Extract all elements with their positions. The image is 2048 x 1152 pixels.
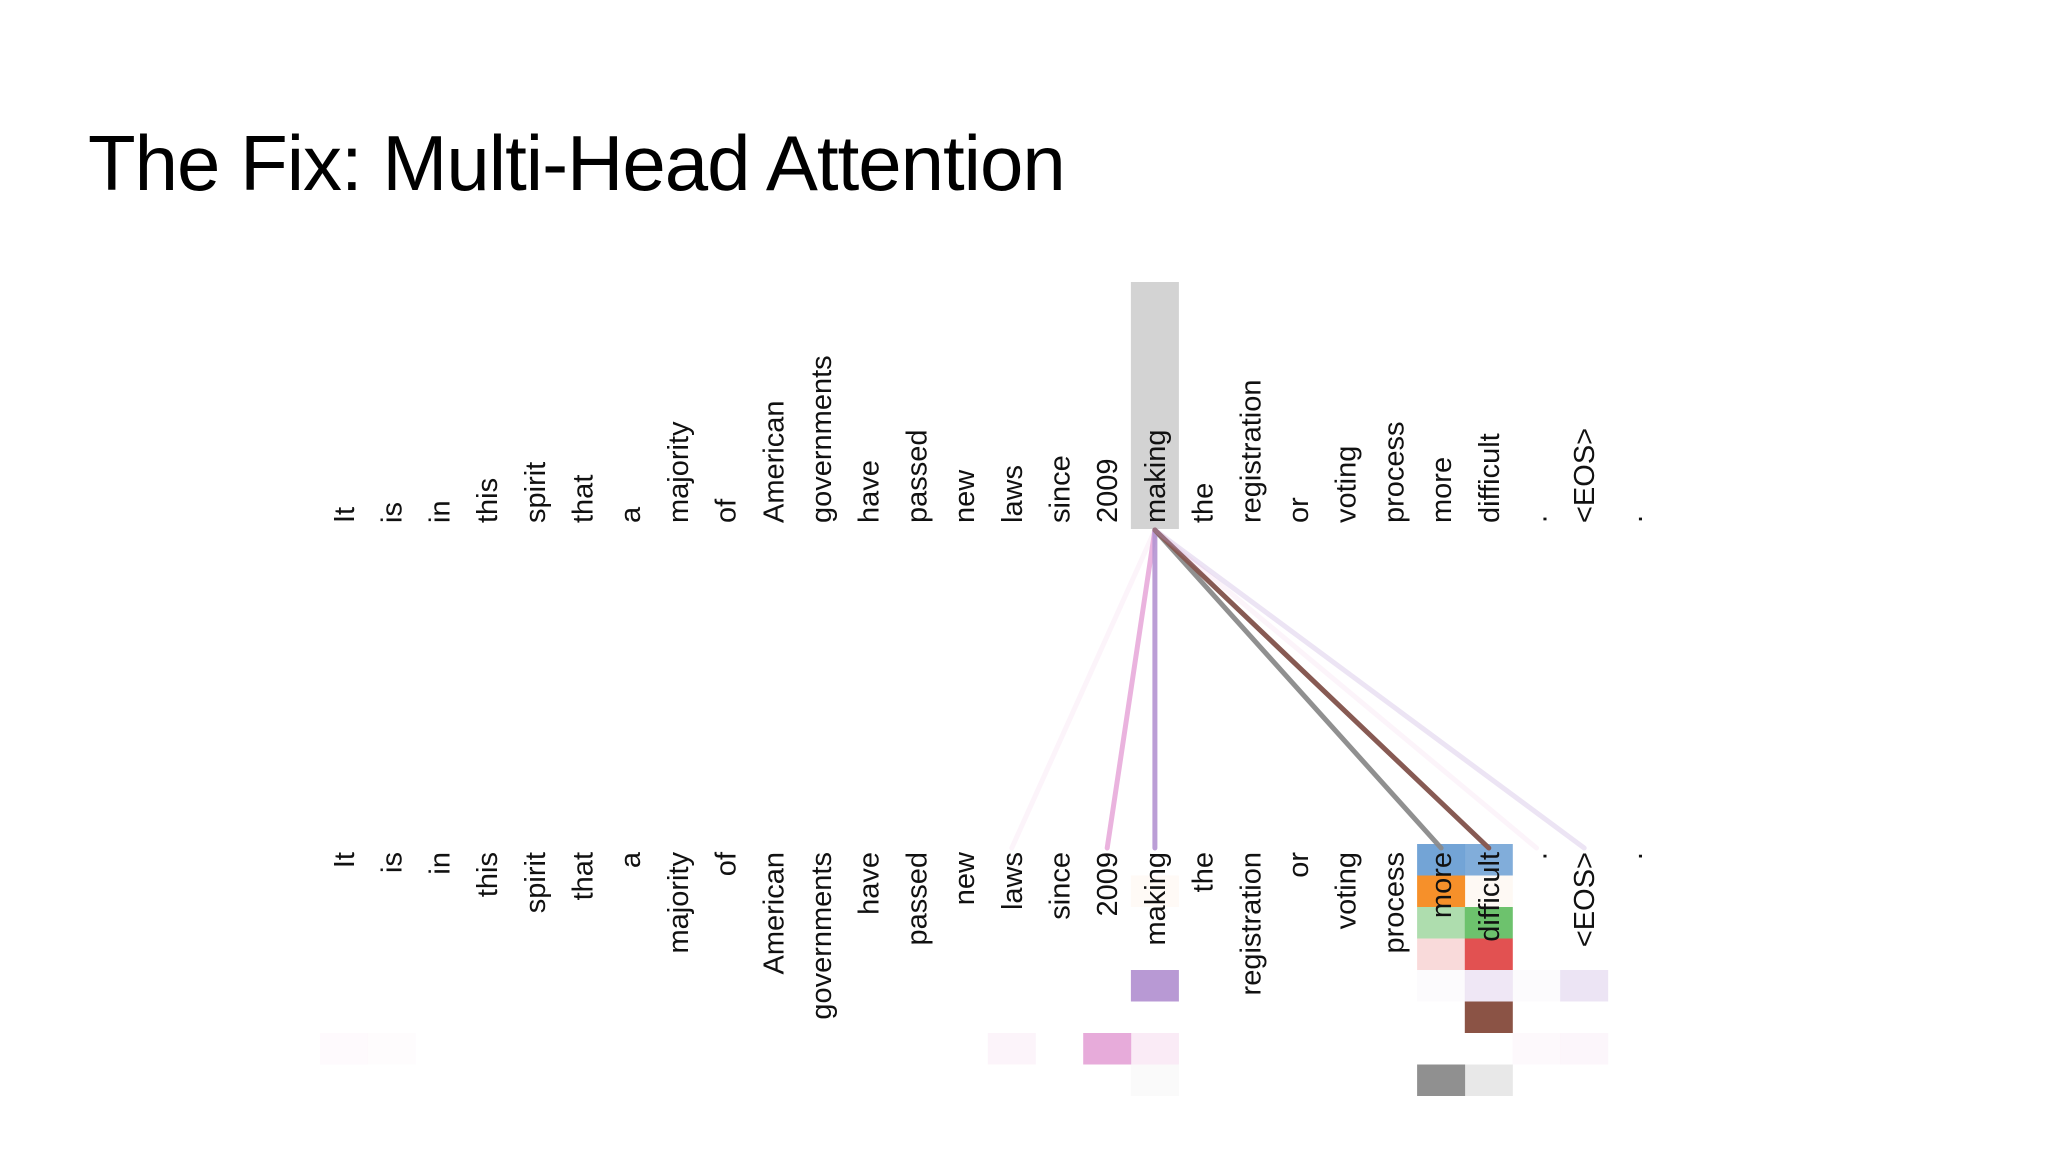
attention-line — [1009, 527, 1158, 851]
query-token: making — [1140, 430, 1172, 524]
key-token: difficult — [1474, 852, 1506, 942]
selected-token-highlight — [1130, 282, 1179, 529]
query-token: is — [377, 502, 409, 523]
attention-cell — [1464, 1001, 1513, 1033]
attention-cell — [1417, 970, 1466, 1002]
attention-cell — [1130, 970, 1179, 1002]
query-token: process — [1378, 421, 1410, 523]
query-token: laws — [997, 465, 1029, 523]
key-token: voting — [1331, 852, 1363, 929]
attention-cell — [1560, 1033, 1609, 1065]
key-token-row: It is in this spirit that a majority of American g… — [329, 851, 1649, 1020]
key-token: this — [472, 852, 504, 897]
slide-title: The Fix: Multi-Head Attention — [88, 119, 1066, 207]
key-token: registration — [1235, 852, 1267, 995]
attention-line — [1152, 527, 1539, 851]
query-token: voting — [1331, 446, 1363, 523]
query-token: difficult — [1474, 433, 1506, 523]
key-token: . — [1617, 852, 1649, 860]
key-token: process — [1378, 852, 1410, 954]
attention-cell — [1464, 907, 1513, 939]
attention-cell — [1464, 1064, 1513, 1096]
query-token: registration — [1235, 380, 1267, 523]
attention-cell — [1417, 875, 1466, 907]
query-token: It — [329, 507, 361, 523]
key-token: spirit — [520, 852, 552, 913]
attention-cell — [1512, 1033, 1561, 1065]
attention-line — [1152, 527, 1587, 851]
query-token: American — [758, 401, 790, 524]
query-token: or — [1283, 497, 1315, 523]
query-token: since — [1045, 455, 1077, 523]
key-token: governments — [806, 852, 838, 1020]
attention-cell — [1130, 875, 1179, 907]
query-token: governments — [806, 355, 838, 523]
attention-line — [1152, 527, 1444, 851]
attention-cell — [320, 1033, 368, 1065]
attention-cell — [1083, 1033, 1132, 1065]
query-token: passed — [901, 429, 933, 523]
query-token: <EOS> — [1569, 428, 1601, 523]
attention-cell — [987, 1033, 1036, 1065]
key-token: of — [711, 851, 743, 876]
query-token: more — [1426, 457, 1458, 523]
attention-cell — [1417, 1064, 1466, 1096]
query-token: majority — [663, 421, 695, 523]
key-token: a — [615, 851, 647, 868]
query-token: that — [568, 475, 600, 523]
query-token: the — [1188, 483, 1220, 523]
key-token: 2009 — [1092, 852, 1124, 917]
attention-cell — [1130, 1064, 1179, 1096]
query-token-row: It is in this spirit that a majority of American g… — [329, 355, 1649, 523]
attention-cell — [367, 1033, 416, 1065]
attention-lines — [1009, 527, 1587, 851]
key-token: is — [377, 852, 409, 873]
query-token: spirit — [520, 462, 552, 523]
attention-line — [1104, 527, 1158, 851]
attention-line — [1152, 527, 1492, 851]
attention-cell — [1417, 907, 1466, 939]
key-token: passed — [901, 852, 933, 946]
key-token: or — [1283, 852, 1315, 878]
query-token: 2009 — [1092, 458, 1124, 523]
query-token: of — [711, 498, 743, 523]
key-token: the — [1188, 852, 1220, 892]
attention-cell — [1464, 875, 1513, 907]
key-token: laws — [997, 852, 1029, 910]
attention-cell — [1130, 1033, 1179, 1065]
attention-cell — [1417, 938, 1466, 970]
key-token: It — [329, 852, 361, 868]
attention-heatmap — [320, 844, 1609, 1096]
attention-cell — [1464, 970, 1513, 1002]
attention-cell — [1560, 970, 1609, 1002]
key-token: in — [424, 852, 456, 875]
query-token: in — [424, 500, 456, 523]
key-token: have — [854, 852, 886, 915]
key-token: . — [1522, 852, 1554, 860]
key-token: more — [1426, 852, 1458, 918]
key-token: that — [568, 852, 600, 900]
query-token: have — [854, 460, 886, 523]
key-token: American — [758, 852, 790, 975]
attention-cell — [1464, 938, 1513, 970]
query-token: . — [1522, 515, 1554, 523]
query-token: a — [615, 506, 647, 523]
key-token: <EOS> — [1569, 852, 1601, 947]
key-token: since — [1045, 852, 1077, 920]
attention-cell — [1512, 970, 1561, 1002]
selected-token-box — [1130, 282, 1179, 529]
key-token: new — [949, 851, 981, 905]
attention-line — [1152, 527, 1492, 851]
key-token: majority — [663, 852, 695, 954]
key-token: making — [1140, 852, 1172, 946]
query-token: this — [472, 478, 504, 523]
query-token: new — [949, 469, 981, 523]
query-token: . — [1617, 515, 1649, 523]
